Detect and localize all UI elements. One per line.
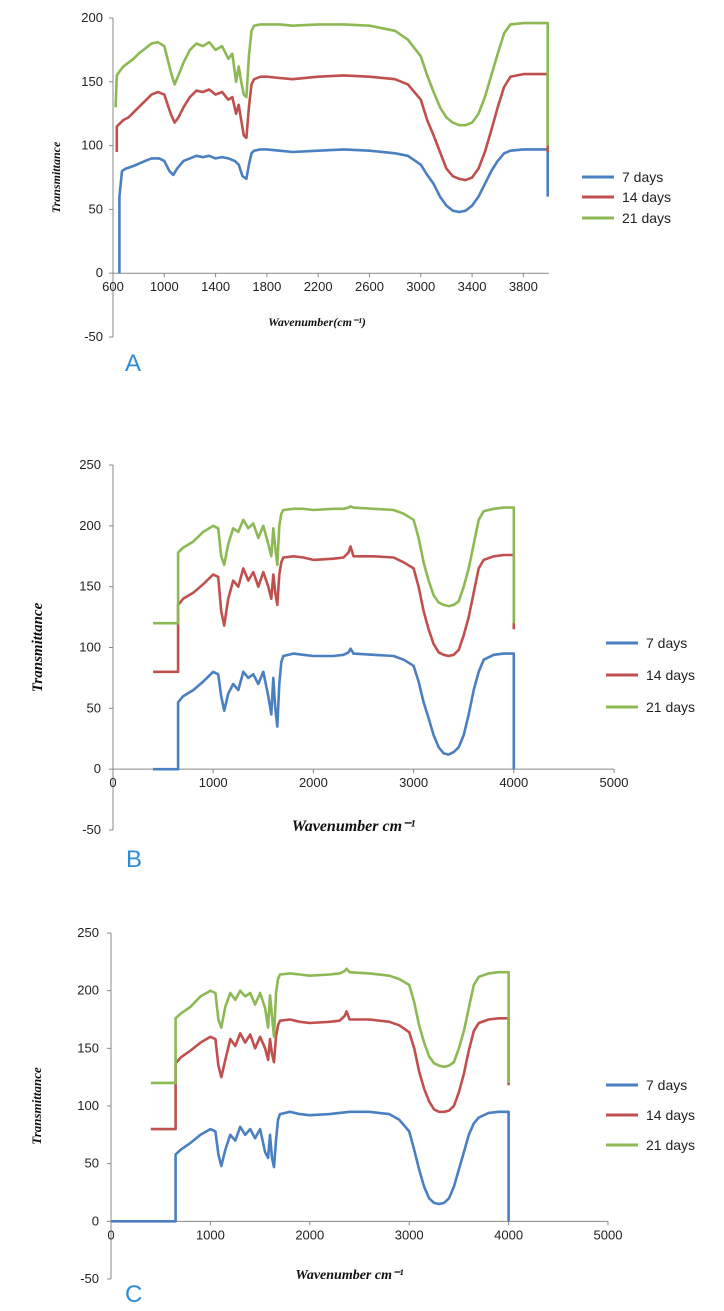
y-tick-label: 0 [96, 265, 103, 280]
series-line-14-days [150, 1010, 510, 1131]
x-tick-label: 1400 [201, 279, 230, 294]
legend-label: 21 days [622, 210, 671, 226]
x-tick-label: 5000 [594, 1227, 623, 1242]
y-axis-title: Transmittance [49, 141, 63, 213]
series-line-21-days [114, 21, 550, 146]
y-tick-label: 150 [81, 74, 103, 89]
panel-label: C [125, 1281, 142, 1308]
y-tick-label: 0 [94, 761, 101, 776]
y-tick-label: 200 [79, 518, 101, 533]
x-tick-label: 600 [102, 279, 124, 294]
y-tick-label: 0 [92, 1213, 99, 1228]
y-tick-label: 200 [81, 10, 103, 25]
legend-label: 21 days [646, 1137, 695, 1153]
y-tick-label: 100 [79, 640, 101, 655]
x-tick-label: 1000 [196, 1227, 225, 1242]
x-tick-label: 5000 [600, 775, 629, 790]
y-tick-label: -50 [84, 329, 103, 344]
y-tick-label: 50 [87, 700, 101, 715]
x-tick-label: 3000 [399, 775, 428, 790]
x-tick-label: 4000 [499, 775, 528, 790]
x-tick-label: 3400 [458, 279, 487, 294]
x-tick-label: 4000 [494, 1227, 523, 1242]
x-axis-title: Wavenumber cm⁻¹ [292, 818, 416, 835]
x-tick-label: 2000 [299, 775, 328, 790]
y-tick-label: 200 [77, 983, 99, 998]
legend-label: 7 days [622, 169, 663, 185]
x-tick-label: 1800 [252, 279, 281, 294]
series-line-21-days [150, 967, 510, 1085]
series-line-7-days [111, 1110, 510, 1223]
chart-panel-b: -50 0 50 100 150 200 250 0 1000 2000 3000 4000 5000 T… [30, 457, 695, 873]
series-line-7-days [118, 148, 550, 274]
legend-label: 7 days [646, 635, 687, 651]
legend-label: 14 days [622, 189, 671, 205]
x-tick-label: 2000 [295, 1227, 324, 1242]
x-tick-label: 1000 [150, 279, 179, 294]
chart-panel-a: -50 0 50 100 150 200 600 1000 1400 1800 2200 2600 30… [49, 10, 671, 377]
series-line-14-days [153, 545, 516, 674]
x-tick-label: 3000 [406, 279, 435, 294]
legend-label: 14 days [646, 1107, 695, 1123]
x-tick-label: 3800 [509, 279, 538, 294]
x-tick-label: 0 [107, 1227, 114, 1242]
y-tick-label: 250 [77, 925, 99, 940]
x-tick-label: 2600 [355, 279, 384, 294]
x-tick-label: 0 [109, 775, 116, 790]
y-tick-label: 150 [77, 1040, 99, 1055]
series-line-14-days [115, 72, 550, 182]
y-tick-label: -50 [80, 1271, 99, 1286]
y-axis-title: Transmittance [29, 1067, 44, 1145]
series-line-21-days [153, 505, 516, 625]
x-tick-label: 3000 [395, 1227, 424, 1242]
legend-label: 21 days [646, 699, 695, 715]
x-axis-title: Wavenumber cm⁻¹ [295, 1268, 403, 1283]
y-tick-label: 250 [79, 457, 101, 472]
panel-label: A [125, 350, 141, 377]
series-line-7-days [153, 647, 516, 771]
y-tick-label: 100 [81, 138, 103, 153]
y-tick-label: -50 [82, 822, 101, 837]
y-tick-label: 50 [89, 201, 103, 216]
legend-label: 7 days [646, 1077, 687, 1093]
y-tick-label: 100 [77, 1098, 99, 1113]
y-tick-label: 150 [79, 579, 101, 594]
y-tick-label: 50 [85, 1156, 99, 1171]
panel-label: B [126, 846, 142, 873]
legend-label: 14 days [646, 667, 695, 683]
y-axis-title: Transmittance [30, 602, 46, 692]
x-tick-label: 2200 [304, 279, 333, 294]
chart-panel-c: -50 0 50 100 150 200 250 0 1000 2000 3000 4000 5000 T… [29, 925, 695, 1308]
x-axis-title: Wavenumber(cm⁻¹) [268, 315, 366, 329]
x-tick-label: 1000 [199, 775, 228, 790]
